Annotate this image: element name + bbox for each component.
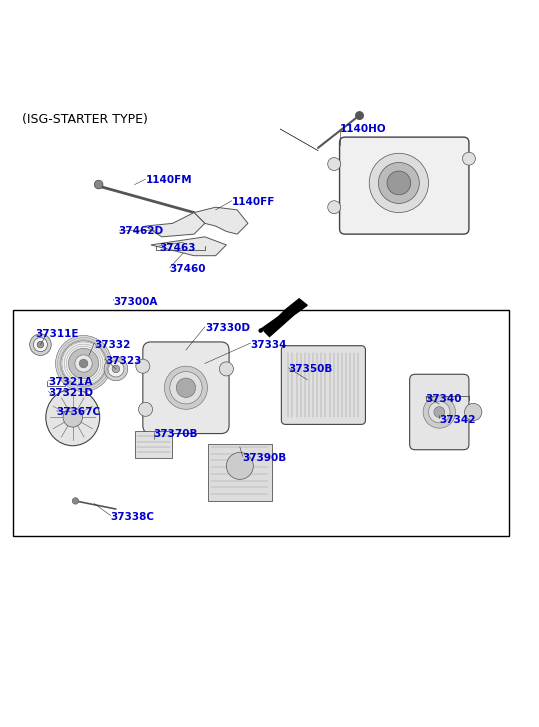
Circle shape [462, 152, 475, 165]
Text: 37390B: 37390B [243, 453, 287, 463]
Text: 1140FF: 1140FF [232, 197, 275, 206]
Circle shape [429, 401, 450, 423]
Circle shape [108, 361, 124, 377]
Circle shape [465, 403, 482, 421]
Circle shape [56, 335, 112, 392]
Circle shape [79, 359, 88, 368]
Circle shape [112, 365, 120, 373]
Text: 37321A: 37321A [49, 377, 93, 387]
Circle shape [226, 452, 253, 479]
FancyBboxPatch shape [143, 342, 229, 433]
Circle shape [33, 337, 47, 352]
FancyBboxPatch shape [340, 137, 469, 234]
Circle shape [387, 171, 411, 195]
Circle shape [164, 366, 208, 409]
Ellipse shape [46, 389, 100, 446]
Text: 37370B: 37370B [154, 429, 198, 438]
Circle shape [75, 355, 92, 372]
Text: 1140HO: 1140HO [340, 124, 386, 134]
Circle shape [136, 359, 150, 373]
FancyBboxPatch shape [281, 346, 365, 425]
Polygon shape [264, 299, 307, 337]
Text: 37338C: 37338C [110, 512, 155, 522]
Circle shape [369, 153, 429, 212]
Text: 37342: 37342 [439, 415, 476, 425]
Circle shape [328, 158, 341, 171]
Text: (ISG-STARTER TYPE): (ISG-STARTER TYPE) [22, 113, 148, 126]
Text: 37311E: 37311E [35, 329, 79, 339]
Polygon shape [151, 237, 226, 256]
Circle shape [63, 408, 82, 427]
Text: 37300A: 37300A [113, 297, 157, 307]
Text: 37321D: 37321D [49, 388, 93, 398]
Circle shape [356, 112, 363, 119]
Text: 37460: 37460 [170, 264, 206, 274]
Circle shape [94, 180, 103, 189]
Circle shape [423, 395, 455, 428]
FancyBboxPatch shape [410, 374, 469, 450]
Circle shape [434, 406, 445, 417]
Polygon shape [135, 431, 172, 458]
Text: 1140FM: 1140FM [146, 175, 192, 185]
Text: 37462D: 37462D [119, 226, 164, 236]
Text: 37463: 37463 [159, 243, 196, 252]
Text: 37330D: 37330D [205, 324, 250, 334]
Circle shape [170, 371, 202, 404]
Circle shape [61, 341, 106, 386]
Polygon shape [208, 444, 272, 501]
Text: 37332: 37332 [94, 340, 130, 350]
Circle shape [37, 342, 44, 348]
Text: 37367C: 37367C [57, 407, 101, 417]
Text: 37334: 37334 [251, 340, 287, 350]
Circle shape [139, 402, 153, 417]
Polygon shape [146, 212, 205, 237]
Text: 37340: 37340 [426, 393, 462, 403]
Circle shape [72, 498, 79, 505]
Text: 37350B: 37350B [288, 364, 333, 374]
Circle shape [378, 162, 419, 204]
Circle shape [68, 348, 99, 379]
Circle shape [104, 357, 128, 381]
Circle shape [176, 378, 196, 398]
Circle shape [219, 362, 233, 376]
Circle shape [30, 334, 51, 356]
Text: 37323: 37323 [105, 356, 141, 366]
Polygon shape [194, 207, 248, 234]
Circle shape [328, 201, 341, 214]
